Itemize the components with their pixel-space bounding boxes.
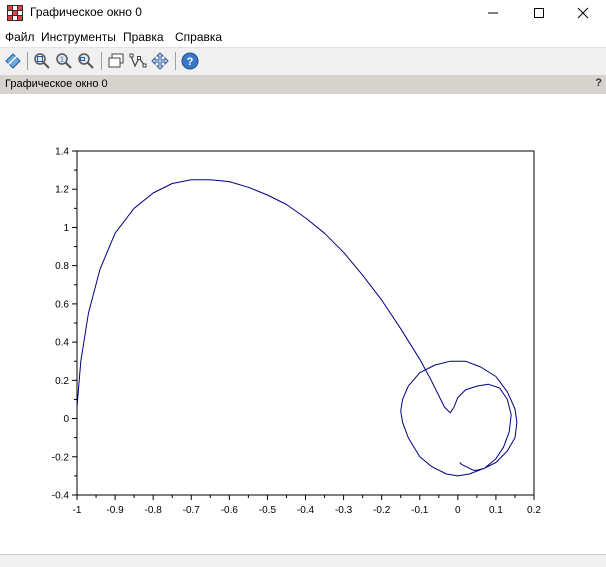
- status-bar: [0, 554, 606, 567]
- y-tick-label: 1: [63, 223, 69, 234]
- pan-icon: [151, 52, 169, 70]
- x-tick-label: -0.8: [145, 505, 163, 516]
- menu-file[interactable]: Файл: [5, 30, 35, 44]
- x-tick-label: 0.2: [527, 505, 541, 516]
- zoom-in-button[interactable]: [32, 51, 52, 71]
- y-axis: -0.4 -0.2 0 0.2 0.4 0.6 0.8 1 1.2 1.4: [52, 147, 77, 502]
- y-tick-label: 0: [63, 414, 69, 425]
- close-button[interactable]: [560, 0, 606, 26]
- x-tick-label: 0.1: [489, 505, 503, 516]
- minimize-button[interactable]: [470, 0, 516, 26]
- axes-box: [76, 150, 535, 496]
- zoom-in-icon: [34, 53, 50, 69]
- x-tick-label: 0: [455, 505, 461, 516]
- y-tick-label: 0.4: [55, 338, 69, 349]
- plot-series: [76, 179, 518, 477]
- svg-text:1: 1: [60, 57, 64, 64]
- x-tick-label: -0.2: [373, 505, 391, 516]
- x-tick-label: -0.4: [297, 505, 315, 516]
- series-line: [76, 179, 518, 477]
- zoom-out-button[interactable]: [76, 51, 96, 71]
- toolbar-separator: [175, 52, 176, 70]
- toolbar-separator: [27, 52, 28, 70]
- zoom-original-icon: 1: [56, 53, 72, 69]
- axes-icon: [108, 53, 124, 68]
- scilab-graphic-window-icon: [7, 5, 23, 21]
- x-tick-label: -0.3: [335, 505, 353, 516]
- toolbar: 1 ?: [0, 47, 606, 76]
- x-tick-label: -0.7: [183, 505, 201, 516]
- menu-edit[interactable]: Правка: [123, 30, 164, 44]
- rotate-icon: [5, 53, 21, 69]
- help-button[interactable]: ?: [180, 51, 200, 71]
- pan-button[interactable]: [150, 51, 170, 71]
- x-tick-label: -0.1: [411, 505, 429, 516]
- datatip-icon: [129, 53, 147, 68]
- window-title: Графическое окно 0: [30, 5, 142, 19]
- plot-canvas[interactable]: -1 -0.9 -0.8 -0.7 -0.6 -0.5 -0.4 -0.3 -0.2 -0.1 0 0…: [0, 94, 606, 554]
- zoom-out-icon: [78, 53, 94, 69]
- maximize-button[interactable]: [516, 0, 562, 26]
- menu-tools[interactable]: Инструменты: [41, 30, 116, 44]
- zoom-original-button[interactable]: 1: [54, 51, 74, 71]
- svg-text:?: ?: [187, 56, 194, 68]
- x-tick-label: -0.9: [106, 505, 124, 516]
- rotate-button[interactable]: [3, 51, 23, 71]
- y-tick-label: 1.2: [55, 185, 69, 196]
- figure-title: Графическое окно 0: [5, 78, 108, 90]
- y-tick-label: -0.4: [52, 491, 70, 502]
- close-icon: [577, 7, 589, 19]
- menu-help[interactable]: Справка: [175, 30, 223, 44]
- y-tick-label: 0.2: [55, 376, 69, 387]
- x-tick-label: -0.6: [221, 505, 239, 516]
- x-tick-label: -1: [73, 505, 82, 516]
- figure-title-bar: Графическое окно 0 ?: [0, 75, 606, 94]
- help-icon: ?: [181, 52, 199, 70]
- minimize-icon: [488, 12, 498, 14]
- y-tick-label: -0.2: [52, 452, 70, 463]
- y-tick-label: 0.8: [55, 261, 69, 272]
- y-tick-label: 1.4: [55, 147, 69, 158]
- title-bar: Графическое окно 0: [0, 0, 606, 26]
- plot-svg: -1 -0.9 -0.8 -0.7 -0.6 -0.5 -0.4 -0.3 -0.2 -0.1 0 0…: [52, 147, 542, 517]
- x-axis: -1 -0.9 -0.8 -0.7 -0.6 -0.5 -0.4 -0.3 -0.2 -0.1 0 0…: [73, 495, 541, 516]
- figure-help-icon[interactable]: ?: [595, 77, 602, 89]
- datatip-button[interactable]: [128, 51, 148, 71]
- menu-bar: Файл Инструменты Правка Справка: [0, 28, 606, 46]
- axes-button[interactable]: [106, 51, 126, 71]
- x-tick-label: -0.5: [259, 505, 277, 516]
- maximize-icon: [534, 8, 544, 18]
- y-tick-label: 0.6: [55, 299, 69, 310]
- toolbar-separator: [101, 52, 102, 70]
